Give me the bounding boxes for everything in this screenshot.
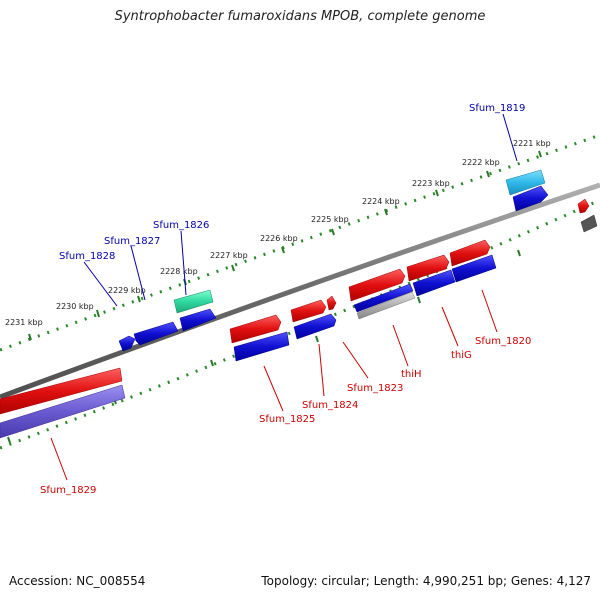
tick-label-2228: 2228 kbp (160, 267, 198, 276)
tick-label-2230: 2230 kbp (56, 302, 94, 311)
gene-thih[interactable] (348, 268, 406, 302)
topology-text: Topology: circular; Length: 4,990,251 bp… (261, 574, 591, 588)
label-sfum-1827[interactable]: Sfum_1827 (104, 236, 160, 247)
gene-sfum-1820-forward[interactable] (449, 239, 491, 267)
tick-label-2226: 2226 kbp (260, 234, 298, 243)
gene-sfum-1828[interactable] (118, 335, 136, 352)
gene-sfum-1829-forward[interactable] (0, 367, 123, 415)
gene-thig[interactable] (406, 254, 450, 282)
gene-sfum-1829[interactable] (0, 384, 126, 439)
label-sfum-1828[interactable]: Sfum_1828 (59, 251, 115, 262)
inner-ruler (0, 198, 600, 450)
tick-label-2229: 2229 kbp (108, 286, 146, 295)
gene-sfum-1827[interactable] (133, 321, 179, 346)
label-leaders (50, 113, 518, 481)
reverse-strand-genes (118, 185, 549, 362)
gene-sfum-1826-rna[interactable] (173, 289, 214, 314)
label-sfum-1823[interactable]: Sfum_1823 (347, 383, 403, 394)
tick-label-2225: 2225 kbp (311, 215, 349, 224)
gene-edge-grey[interactable] (580, 214, 598, 233)
gene-sfum-1819[interactable] (505, 169, 546, 196)
gene-sfum-1825-reverse[interactable] (233, 331, 290, 362)
tick-label-2222: 2222 kbp (462, 158, 500, 167)
gene-edge-forward[interactable] (577, 198, 590, 214)
gene-thih-reverse[interactable] (353, 283, 414, 313)
gene-sfum-1826[interactable] (179, 308, 217, 332)
tick-label-2224: 2224 kbp (362, 197, 400, 206)
label-sfum-1826[interactable]: Sfum_1826 (153, 220, 209, 231)
gene-sfum-1824[interactable] (290, 299, 327, 323)
gene-sfum-1820[interactable] (451, 254, 497, 283)
tick-label-2221: 2221 kbp (513, 139, 551, 148)
label-sfum-1829[interactable]: Sfum_1829 (40, 485, 96, 496)
label-sfum-1819[interactable]: Sfum_1819 (469, 103, 525, 114)
tick-label-2231: 2231 kbp (5, 318, 43, 327)
gene-grey-segment[interactable] (356, 291, 416, 320)
label-sfum-1825[interactable]: Sfum_1825 (259, 414, 315, 425)
genome-backbone (0, 182, 600, 400)
map-title: Syntrophobacter fumaroxidans MPOB, compl… (114, 9, 486, 24)
accession-text: Accession: NC_008554 (9, 574, 146, 588)
forward-strand-genes (0, 198, 590, 415)
label-thig[interactable]: thiG (451, 350, 472, 361)
gene-sfum-1819-reverse[interactable] (512, 185, 549, 212)
tick-label-2227: 2227 kbp (210, 251, 248, 260)
gene-sfum-1824-reverse[interactable] (293, 313, 337, 340)
tick-label-2223: 2223 kbp (412, 179, 450, 188)
label-thih[interactable]: thiH (401, 369, 422, 380)
gene-sfum-1825[interactable] (229, 314, 282, 344)
gene-sfum-1823[interactable] (326, 295, 337, 311)
label-sfum-1824[interactable]: Sfum_1824 (302, 400, 358, 411)
label-sfum-1820[interactable]: Sfum_1820 (475, 336, 531, 347)
gene-thig-reverse[interactable] (412, 269, 456, 297)
inner-major-ticks (7, 249, 521, 444)
